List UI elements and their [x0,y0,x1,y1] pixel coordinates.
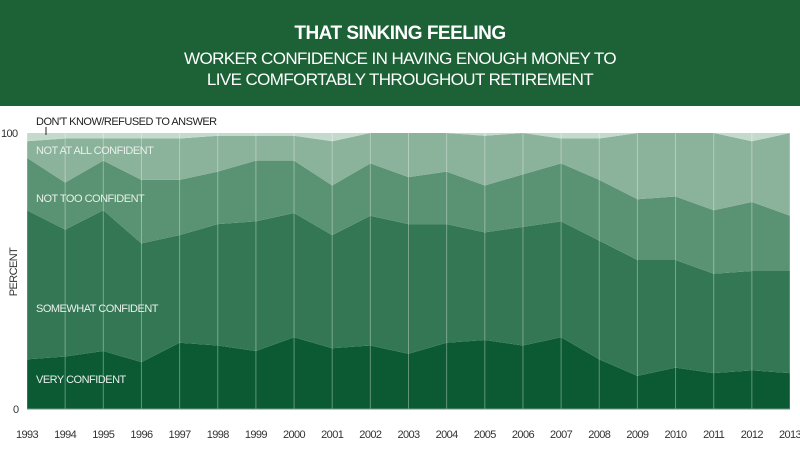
chart-subtitle: WORKER CONFIDENCE IN HAVING ENOUGH MONEY… [0,48,800,90]
y-tick-100: 100 [1,128,18,140]
x-tick-2009: 2009 [626,429,649,441]
x-tick-2002: 2002 [359,429,382,441]
area-not-at-all-confident [27,133,790,216]
x-tick-2006: 2006 [512,429,535,441]
x-tick-1995: 1995 [92,429,115,441]
x-tick-1999: 1999 [245,429,268,441]
y-axis-label: PERCENT [8,247,20,296]
x-tick-2004: 2004 [436,429,459,441]
chart-title: THAT SINKING FEELING [294,23,506,44]
area-very-confident [27,337,790,409]
series-label-2: NOT TOO CONFIDENT [36,193,145,205]
chart-header: THAT SINKING FEELING WORKER CONFIDENCE I… [0,0,800,106]
x-tick-1993: 1993 [16,429,39,441]
subtitle-line-2: LIVE COMFORTABLY THROUGHOUT RETIREMENT [206,70,594,89]
series-label-0: VERY CONFIDENT [36,374,127,386]
x-tick-2003: 2003 [397,429,420,441]
x-tick-2012: 2012 [741,429,764,441]
y-tick-0: 0 [13,404,19,416]
area-somewhat-confident [27,210,790,376]
x-tick-1996: 1996 [130,429,153,441]
x-tick-2007: 2007 [550,429,573,441]
series-label-3: NOT AT ALL CONFIDENT [36,145,154,157]
x-tick-2005: 2005 [474,429,497,441]
x-tick-2013: 2013 [779,429,800,441]
x-tick-1994: 1994 [54,429,77,441]
x-tick-1997: 1997 [169,429,192,441]
x-tick-2010: 2010 [665,429,688,441]
area-don-t-know-refused-to-answer [27,133,790,142]
subtitle-line-1: WORKER CONFIDENCE IN HAVING ENOUGH MONEY… [184,49,617,68]
area-not-too-confident [27,157,790,274]
series-label-4: DON'T KNOW/REFUSED TO ANSWER [36,116,217,128]
x-tick-2000: 2000 [283,429,306,441]
x-tick-2001: 2001 [321,429,344,441]
x-tick-1998: 1998 [207,429,230,441]
series-label-1: SOMEWHAT CONFIDENT [36,303,159,315]
x-tick-2011: 2011 [703,429,725,441]
x-tick-2008: 2008 [588,429,611,441]
